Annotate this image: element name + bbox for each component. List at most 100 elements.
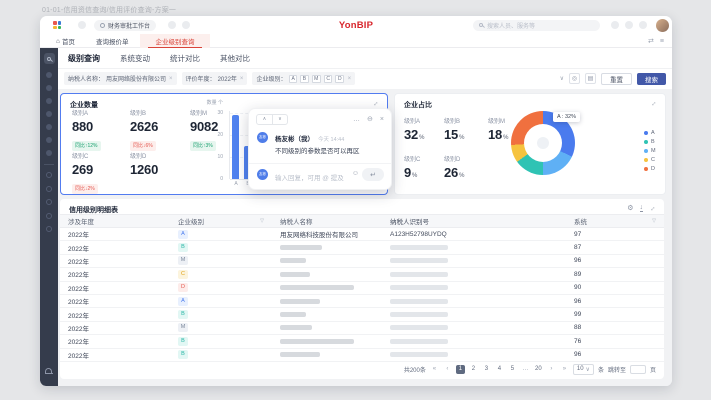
expand-icon[interactable]: ↔ xyxy=(648,98,659,109)
download-icon[interactable]: ↓ xyxy=(639,204,643,212)
last-page-icon[interactable]: » xyxy=(562,365,567,372)
notification-bell-icon[interactable] xyxy=(45,368,53,376)
filter-icon[interactable]: ▽ xyxy=(652,218,656,224)
nav-item-icon[interactable] xyxy=(46,172,52,178)
minimize-icon[interactable]: ⊖ xyxy=(367,116,373,123)
remove-filter-icon[interactable]: × xyxy=(239,75,244,82)
page-20[interactable]: 20 xyxy=(535,365,542,372)
nav-item-icon[interactable] xyxy=(46,111,52,117)
table-row[interactable]: 2022年 B 96 xyxy=(60,349,664,362)
first-page-icon[interactable]: « xyxy=(432,365,437,372)
nav-item-icon[interactable] xyxy=(46,226,52,232)
page-size-select[interactable]: 10 ∨ xyxy=(572,363,594,375)
workspace-dot-icon[interactable] xyxy=(168,21,176,29)
tab-enterprise-level-query[interactable]: 企业级别查询 xyxy=(140,34,210,48)
credit-level-table-card: 信用级别明细表 ⚙ ↓ ↔ 涉及年度 企业级别 ▽ 纳税人名称 纳税人识别号 系统 ▽ 20… xyxy=(60,199,664,379)
query-tab-统计对比[interactable]: 统计对比 xyxy=(170,53,200,63)
bar-B[interactable] xyxy=(244,146,251,179)
header-action-icon[interactable] xyxy=(639,21,647,29)
query-tab-其他对比[interactable]: 其他对比 xyxy=(220,53,250,63)
remove-filter-icon[interactable]: × xyxy=(347,75,352,82)
page-2[interactable]: 2 xyxy=(471,365,476,372)
close-icon[interactable]: × xyxy=(379,115,384,123)
metric-delta-badge: 同比↓2% xyxy=(72,183,98,194)
collapse-chevron-icon[interactable]: ∨ xyxy=(559,76,564,82)
header-action-icon[interactable] xyxy=(611,21,619,29)
emoji-icon[interactable]: ☺ xyxy=(351,170,359,177)
nav-item-icon[interactable] xyxy=(46,98,52,104)
workspace-tab-label: 财务审批工作台 xyxy=(108,23,151,30)
card-enterprise-ratio[interactable]: 企业占比 ↔ 级别A 32% 级别B 15% 级别M 18% 级别C 9% 级别D 26% A :… xyxy=(394,93,666,195)
nav-item-icon[interactable] xyxy=(46,72,52,78)
page-1[interactable]: 1 xyxy=(455,364,465,374)
page-3[interactable]: 3 xyxy=(484,365,489,372)
column-header: 涉及年度 xyxy=(68,219,94,226)
next-comment-icon[interactable]: ∨ xyxy=(272,114,287,124)
metric: 级别D 26% xyxy=(444,154,488,192)
table-row[interactable]: 2022年 A 用友网络科技股份有限公司 A123H52798UYDQ 97 xyxy=(60,228,664,242)
global-search-input[interactable]: 搜索人员、服务等 xyxy=(473,19,600,31)
tab-list-icon[interactable]: ≡ xyxy=(659,37,664,45)
search-icon xyxy=(479,23,483,27)
send-button[interactable]: ↵ xyxy=(362,168,384,181)
nav-item-icon[interactable] xyxy=(46,199,52,205)
bar-A[interactable] xyxy=(232,115,239,179)
legend-item[interactable]: D xyxy=(644,164,656,173)
table-row[interactable]: 2022年 C 89 xyxy=(60,268,664,282)
expand-icon[interactable]: ↔ xyxy=(370,98,381,109)
filter-icon[interactable]: ▽ xyxy=(260,218,264,224)
redacted-name xyxy=(280,285,354,291)
prev-comment-icon[interactable]: ∧ xyxy=(262,115,267,122)
scheme-icon[interactable]: ◎ xyxy=(569,73,580,84)
nav-item-icon[interactable] xyxy=(46,185,52,192)
page-4[interactable]: 4 xyxy=(497,365,502,372)
tab-quote-list[interactable]: 查询报价单 xyxy=(96,39,129,46)
tab-switch-icon[interactable]: ⇄ xyxy=(648,38,654,45)
table-row[interactable]: 2022年 B 87 xyxy=(60,241,664,255)
filter-chip[interactable]: 企业级别： A B M C D × xyxy=(252,72,356,85)
table-row[interactable]: 2022年 D 90 xyxy=(60,282,664,295)
reset-button[interactable]: 重置 xyxy=(601,72,632,85)
nav-item-icon[interactable] xyxy=(46,137,52,143)
table-row[interactable]: 2022年 M 88 xyxy=(60,322,664,336)
app-launcher-icon[interactable] xyxy=(53,21,61,29)
table-row[interactable]: 2022年 A 96 xyxy=(60,295,664,309)
workspace-tab[interactable]: 财务审批工作台 xyxy=(94,19,157,31)
nav-item-icon[interactable] xyxy=(46,85,52,91)
nav-item-icon[interactable] xyxy=(46,124,52,130)
search-button[interactable]: 搜索 xyxy=(637,72,666,85)
legend-item[interactable]: C xyxy=(644,155,656,164)
expand-icon[interactable]: ↔ xyxy=(647,203,658,213)
query-tab-系统变动[interactable]: 系统变动 xyxy=(120,53,150,63)
more-icon[interactable]: … xyxy=(353,115,361,123)
filter-chip[interactable]: 纳税人名称： 用友网络股份有限公司 × xyxy=(64,72,177,85)
header-action-icon[interactable] xyxy=(625,21,633,29)
query-tab-级别查询[interactable]: 级别查询 xyxy=(68,53,100,63)
tab-home[interactable]: ⌂ 首页 xyxy=(56,37,75,47)
next-page-icon[interactable]: › xyxy=(550,365,553,372)
legend-item[interactable]: A xyxy=(644,128,656,137)
table-row[interactable]: 2022年 B 76 xyxy=(60,335,664,349)
nav-item-icon[interactable] xyxy=(46,150,52,156)
layout-grid-icon[interactable]: ▤ xyxy=(585,73,596,84)
page-5[interactable]: 5 xyxy=(510,365,515,372)
workspace-dot-icon[interactable] xyxy=(182,21,190,29)
settings-icon[interactable]: ⚙ xyxy=(627,205,634,212)
reply-input[interactable]: 输入回复，可用 @ 提及 xyxy=(275,175,344,182)
table-row[interactable]: 2022年 B 99 xyxy=(60,308,664,322)
filter-chip[interactable]: 评价年度： 2022年 × xyxy=(181,72,248,85)
jump-page-input[interactable] xyxy=(629,364,646,374)
user-avatar[interactable] xyxy=(656,18,669,32)
comment-popup[interactable]: ∧ ∨ … ⊖ × 友彬 杨友彬（我） 今天 14:44 不同级别的参数是否可以再… xyxy=(248,108,392,190)
metric-delta-badge: 同比↑12% xyxy=(72,140,101,151)
legend-item[interactable]: B xyxy=(644,137,656,146)
nav-search-button[interactable] xyxy=(43,53,55,64)
legend-item[interactable]: M xyxy=(644,146,656,155)
table-row[interactable]: 2022年 M 96 xyxy=(60,255,664,269)
nav-item-icon[interactable] xyxy=(46,212,52,219)
workspace-dot-icon[interactable] xyxy=(78,21,86,29)
remove-filter-icon[interactable]: × xyxy=(169,75,173,82)
metric-label: 级别M xyxy=(488,119,505,125)
prev-page-icon[interactable]: ‹ xyxy=(446,365,449,372)
